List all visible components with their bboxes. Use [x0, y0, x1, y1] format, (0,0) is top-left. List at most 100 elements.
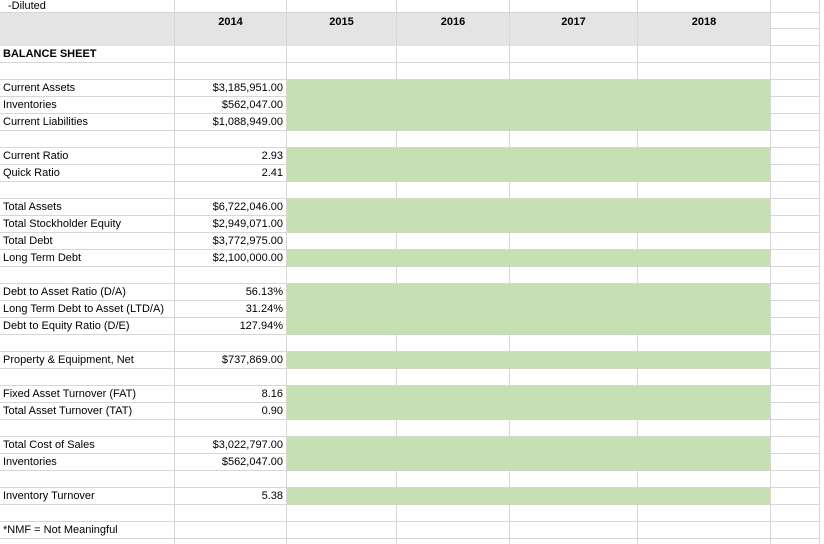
row-label-cell[interactable]: Total Debt: [0, 233, 175, 250]
row-label-cell[interactable]: Total Stockholder Equity: [0, 216, 175, 233]
row-label-cell[interactable]: Quick Ratio: [0, 165, 175, 182]
row-label-cell[interactable]: Current Ratio: [0, 148, 175, 165]
year-header-2018[interactable]: 2018: [638, 13, 771, 46]
value-cell-2014[interactable]: $2,100,000.00: [175, 250, 287, 267]
empty-cell[interactable]: [771, 80, 820, 97]
row-label-cell[interactable]: [0, 267, 175, 284]
value-cell-2014[interactable]: $737,869.00: [175, 352, 287, 369]
row-label-cell[interactable]: Current Liabilities: [0, 114, 175, 131]
value-cell-2014[interactable]: $2,949,071.00: [175, 216, 287, 233]
empty-cell[interactable]: [397, 369, 510, 386]
value-cell-2014[interactable]: $3,772,975.00: [175, 233, 287, 250]
empty-cell[interactable]: [771, 284, 820, 301]
value-cell-2014[interactable]: [175, 267, 287, 284]
empty-cell[interactable]: [771, 403, 820, 420]
value-cell-2014[interactable]: [175, 369, 287, 386]
row-label-cell[interactable]: Inventory Turnover: [0, 488, 175, 505]
value-cell-2014[interactable]: [175, 335, 287, 352]
empty-cell[interactable]: [638, 182, 771, 199]
empty-cell[interactable]: [771, 46, 820, 63]
empty-cell[interactable]: [287, 420, 397, 437]
value-cell-2014[interactable]: [175, 522, 287, 539]
empty-cell[interactable]: [397, 335, 510, 352]
year-header-2016[interactable]: 2016: [397, 13, 510, 46]
diluted-label-cell[interactable]: -Diluted: [0, 0, 175, 13]
row-label-cell[interactable]: Inventories: [0, 97, 175, 114]
row-label-cell[interactable]: BALANCE SHEET: [0, 46, 175, 63]
highlight-cell[interactable]: [287, 216, 771, 233]
empty-cell[interactable]: [771, 182, 820, 199]
empty-cell[interactable]: [510, 471, 638, 488]
row-label-cell[interactable]: Debt to Equity Ratio (D/E): [0, 318, 175, 335]
value-cell-2014[interactable]: $1,088,949.00: [175, 114, 287, 131]
empty-cell[interactable]: [638, 46, 771, 63]
row-label-cell[interactable]: [0, 539, 175, 544]
year-header-2017[interactable]: 2017: [510, 13, 638, 46]
empty-cell[interactable]: [175, 0, 287, 13]
empty-cell[interactable]: [287, 369, 397, 386]
value-cell-2014[interactable]: 2.41: [175, 165, 287, 182]
empty-cell[interactable]: [397, 267, 510, 284]
empty-cell[interactable]: [771, 437, 820, 454]
empty-cell[interactable]: [771, 0, 820, 13]
empty-cell[interactable]: [771, 318, 820, 335]
empty-cell[interactable]: [287, 539, 397, 544]
empty-cell[interactable]: [510, 46, 638, 63]
empty-cell[interactable]: [771, 250, 820, 267]
empty-cell[interactable]: [638, 369, 771, 386]
highlight-cell[interactable]: [287, 148, 771, 165]
value-cell-2014[interactable]: $3,185,951.00: [175, 80, 287, 97]
empty-cell[interactable]: [397, 471, 510, 488]
value-cell-2014[interactable]: [175, 505, 287, 522]
empty-cell[interactable]: [638, 267, 771, 284]
empty-cell[interactable]: [771, 199, 820, 216]
highlight-cell[interactable]: [287, 80, 771, 97]
empty-cell[interactable]: [771, 505, 820, 522]
row-label-cell[interactable]: [0, 63, 175, 80]
empty-cell[interactable]: [397, 63, 510, 80]
row-label-cell[interactable]: Current Assets: [0, 80, 175, 97]
empty-cell[interactable]: [771, 352, 820, 369]
empty-cell[interactable]: [771, 148, 820, 165]
highlight-cell[interactable]: [287, 437, 771, 454]
empty-cell[interactable]: [510, 131, 638, 148]
empty-cell[interactable]: [287, 267, 397, 284]
empty-cell[interactable]: [771, 131, 820, 148]
empty-cell[interactable]: [287, 522, 397, 539]
empty-cell[interactable]: [771, 369, 820, 386]
empty-cell[interactable]: [771, 165, 820, 182]
row-label-cell[interactable]: [0, 131, 175, 148]
row-label-cell[interactable]: Fixed Asset Turnover (FAT): [0, 386, 175, 403]
empty-cell[interactable]: [771, 13, 820, 46]
row-label-cell[interactable]: *NMF = Not Meaningful: [0, 522, 175, 539]
empty-cell[interactable]: [510, 335, 638, 352]
empty-cell[interactable]: [287, 182, 397, 199]
empty-cell[interactable]: [771, 267, 820, 284]
highlight-cell[interactable]: [287, 284, 771, 301]
value-cell-2014[interactable]: 8.16: [175, 386, 287, 403]
row-label-cell[interactable]: Total Cost of Sales: [0, 437, 175, 454]
value-cell-2014[interactable]: [175, 46, 287, 63]
value-cell-2014[interactable]: $3,022,797.00: [175, 437, 287, 454]
empty-cell[interactable]: [771, 420, 820, 437]
highlight-cell[interactable]: [287, 199, 771, 216]
empty-cell[interactable]: [397, 46, 510, 63]
empty-cell[interactable]: [771, 233, 820, 250]
empty-cell[interactable]: [510, 539, 638, 544]
empty-cell[interactable]: [771, 301, 820, 318]
empty-cell[interactable]: [771, 454, 820, 471]
row-label-cell[interactable]: [0, 369, 175, 386]
empty-cell[interactable]: [397, 233, 510, 250]
empty-cell[interactable]: [638, 233, 771, 250]
empty-cell[interactable]: [771, 539, 820, 544]
empty-cell[interactable]: [771, 335, 820, 352]
empty-cell[interactable]: [638, 539, 771, 544]
row-label-cell[interactable]: Property & Equipment, Net: [0, 352, 175, 369]
empty-cell[interactable]: [287, 0, 397, 13]
empty-cell[interactable]: [287, 63, 397, 80]
highlight-cell[interactable]: [287, 403, 771, 420]
empty-cell[interactable]: [638, 420, 771, 437]
value-cell-2014[interactable]: [175, 63, 287, 80]
row-label-cell[interactable]: Debt to Asset Ratio (D/A): [0, 284, 175, 301]
row-label-cell[interactable]: [0, 420, 175, 437]
